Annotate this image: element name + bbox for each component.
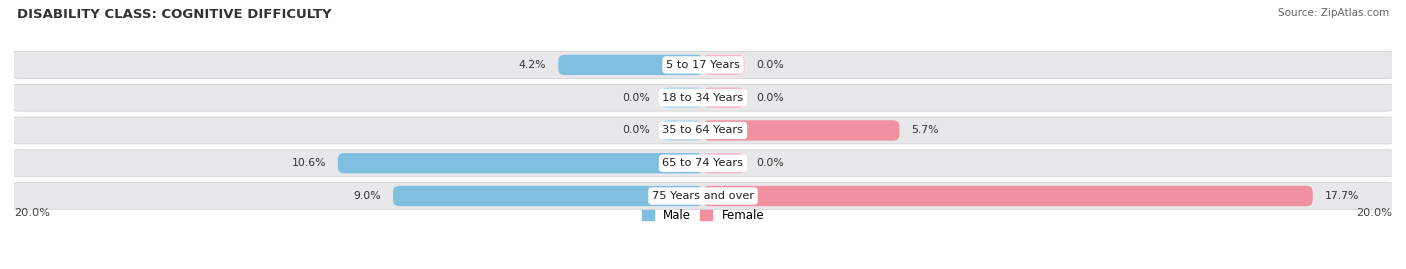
Text: 20.0%: 20.0% [1355,208,1392,218]
FancyBboxPatch shape [337,153,703,174]
Text: 17.7%: 17.7% [1324,191,1360,201]
FancyBboxPatch shape [703,55,744,75]
Text: DISABILITY CLASS: COGNITIVE DIFFICULTY: DISABILITY CLASS: COGNITIVE DIFFICULTY [17,8,332,21]
FancyBboxPatch shape [703,87,744,108]
Text: 0.0%: 0.0% [621,125,650,136]
Text: 0.0%: 0.0% [756,93,785,103]
FancyBboxPatch shape [703,120,900,141]
Text: 5.7%: 5.7% [911,125,939,136]
FancyBboxPatch shape [6,150,1400,177]
Text: 4.2%: 4.2% [519,60,547,70]
Text: 5 to 17 Years: 5 to 17 Years [666,60,740,70]
Text: Source: ZipAtlas.com: Source: ZipAtlas.com [1278,8,1389,18]
Text: 18 to 34 Years: 18 to 34 Years [662,93,744,103]
Legend: Male, Female: Male, Female [641,209,765,222]
FancyBboxPatch shape [6,183,1400,210]
Text: 9.0%: 9.0% [353,191,381,201]
Text: 20.0%: 20.0% [14,208,51,218]
Text: 35 to 64 Years: 35 to 64 Years [662,125,744,136]
Text: 0.0%: 0.0% [756,60,785,70]
Text: 10.6%: 10.6% [291,158,326,168]
FancyBboxPatch shape [703,186,1313,206]
Text: 0.0%: 0.0% [621,93,650,103]
FancyBboxPatch shape [6,84,1400,111]
FancyBboxPatch shape [703,153,744,174]
FancyBboxPatch shape [6,51,1400,78]
FancyBboxPatch shape [558,55,703,75]
Text: 0.0%: 0.0% [756,158,785,168]
FancyBboxPatch shape [662,87,703,108]
FancyBboxPatch shape [392,186,703,206]
Text: 75 Years and over: 75 Years and over [652,191,754,201]
FancyBboxPatch shape [6,117,1400,144]
FancyBboxPatch shape [662,120,703,141]
Text: 65 to 74 Years: 65 to 74 Years [662,158,744,168]
